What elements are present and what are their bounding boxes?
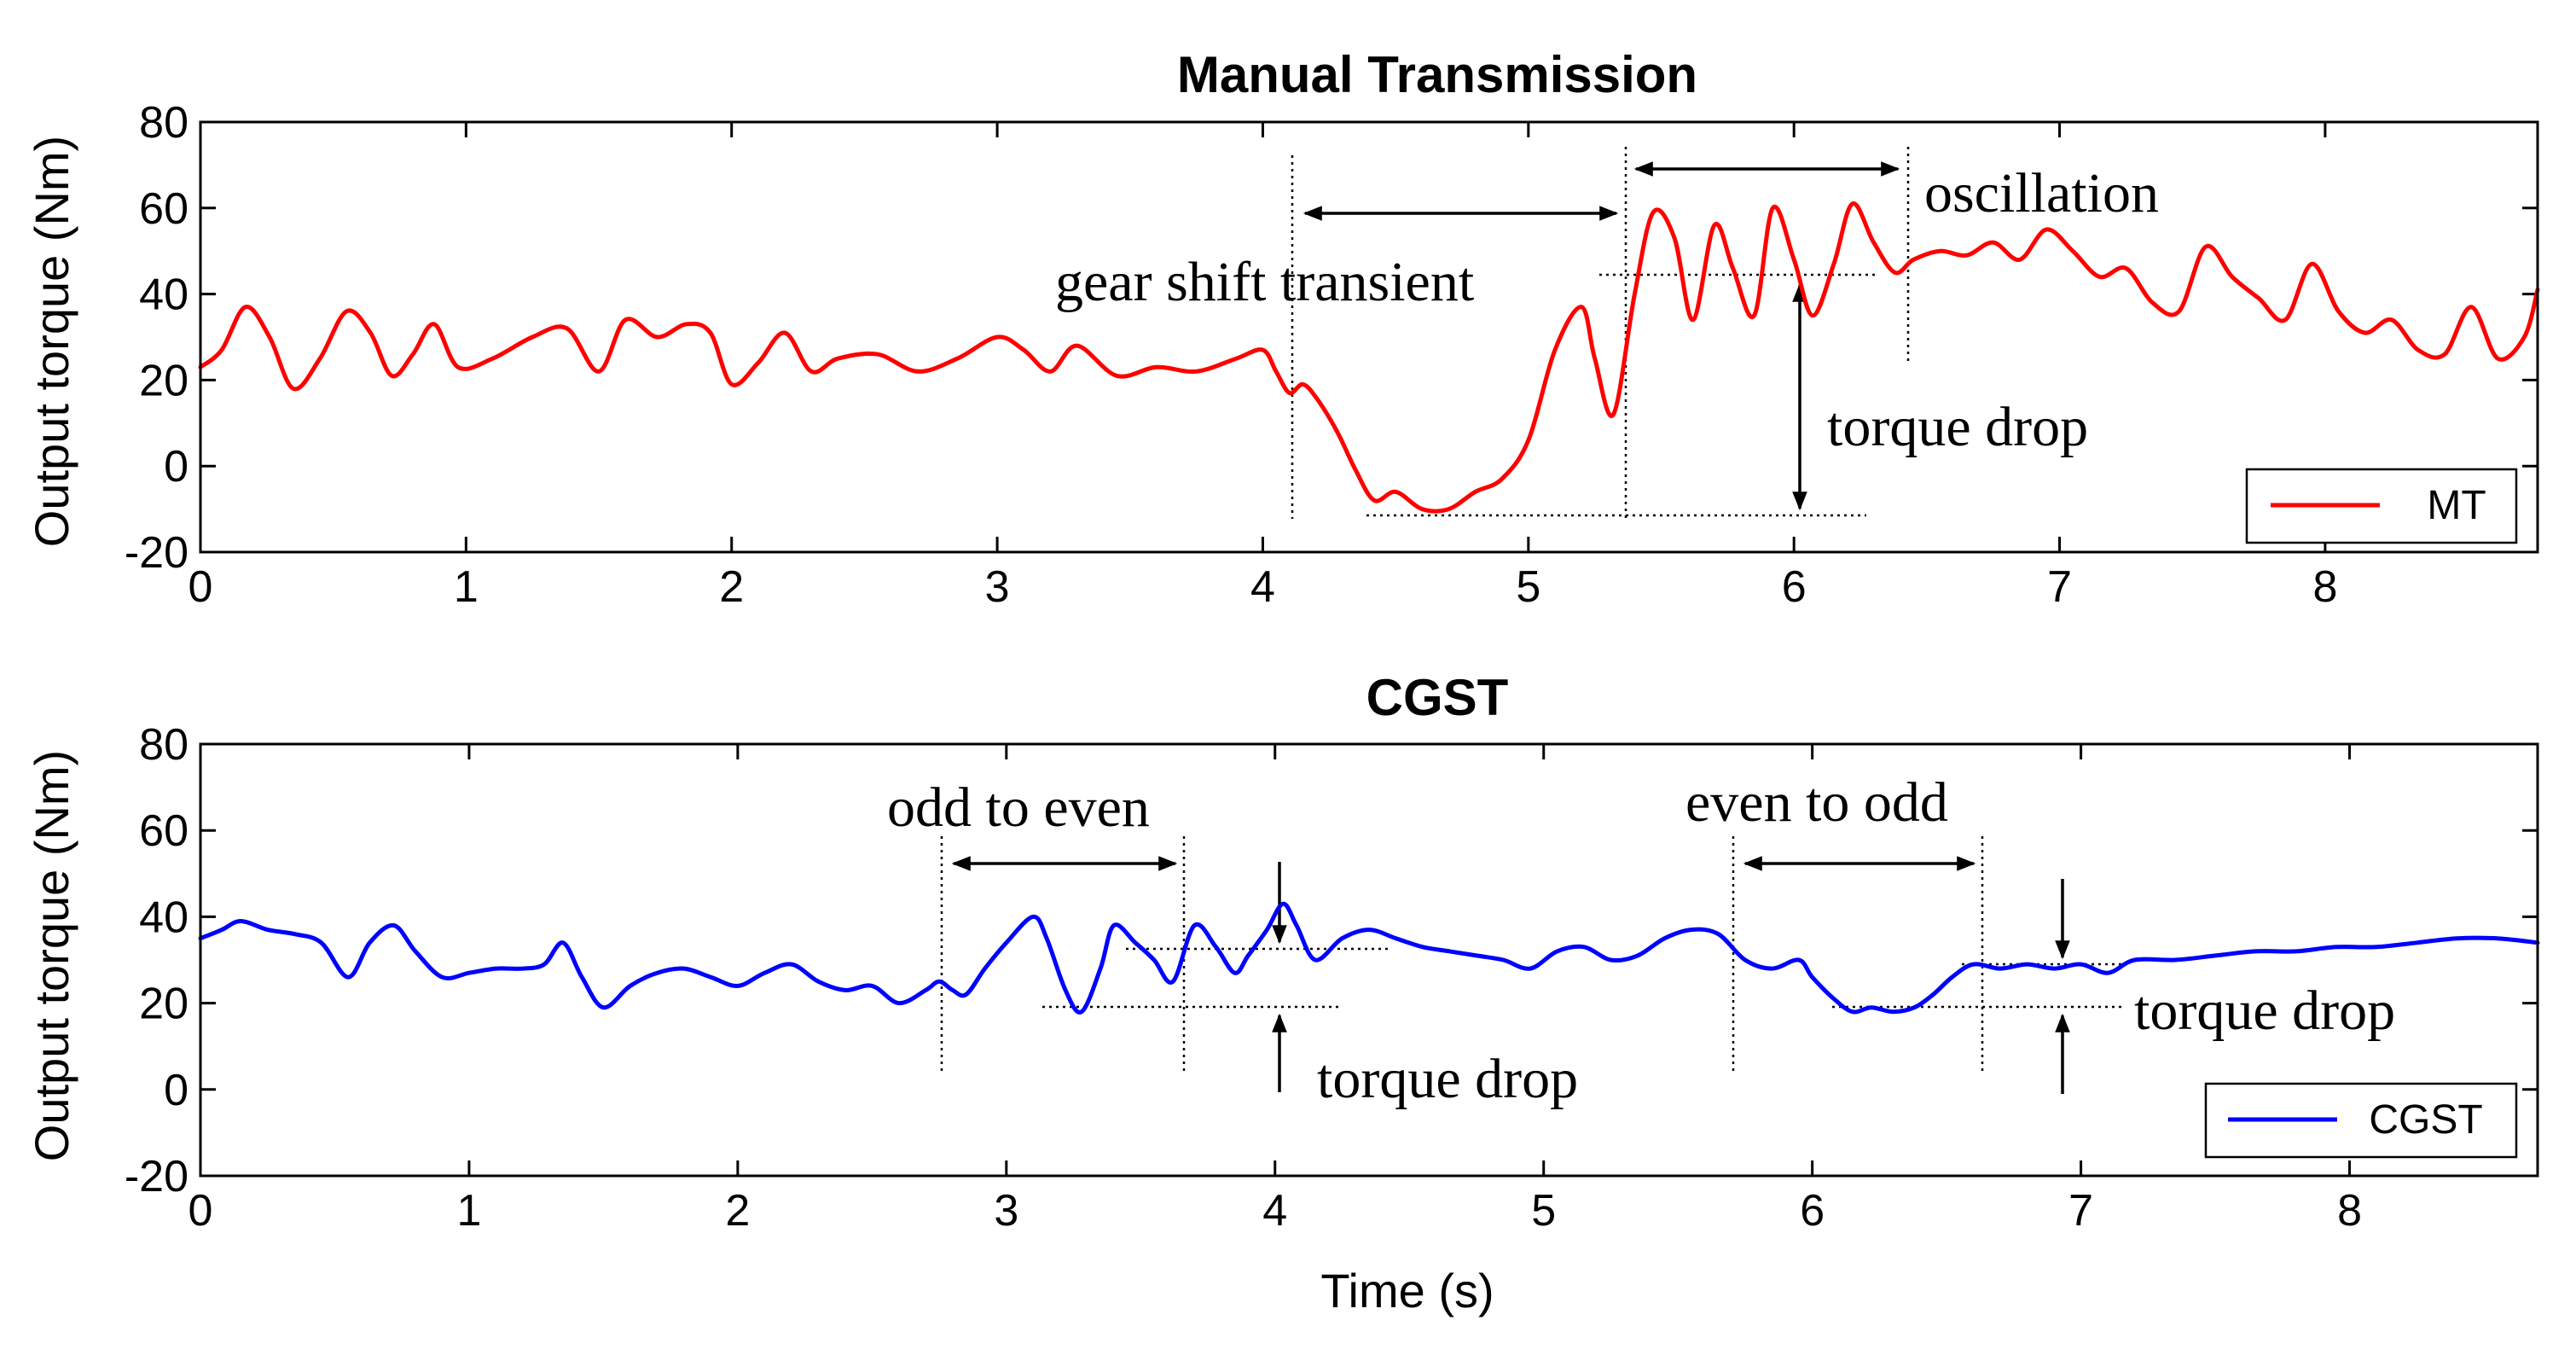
mt-xtick-label: 7 <box>2047 562 2072 612</box>
cgst-series-line-cgst <box>198 901 2540 1015</box>
mt-annotation-transient: gear shift transient <box>1055 251 1474 313</box>
cgst-ytick-label: 40 <box>139 893 189 942</box>
cgst-legend-label: CGST <box>2369 1097 2482 1143</box>
cgst-y-axis-label: Output torque (Nm) <box>25 750 78 1161</box>
cgst-axis-ticks <box>199 742 2538 1178</box>
cgst-xtick-label: 6 <box>1800 1186 1825 1236</box>
mt-x-tick-labels: 0 1 2 3 4 5 6 7 8 <box>189 562 2338 612</box>
cgst-plot-frame <box>199 742 2539 1178</box>
mt-y-tick-labels: -20 0 20 40 60 80 <box>125 98 189 578</box>
cgst-annotation-torque-drop-2: torque drop <box>2134 980 2395 1042</box>
mt-ytick-label: 40 <box>139 270 189 320</box>
mt-plot-frame <box>199 120 2539 554</box>
cgst-ytick-label: 0 <box>164 1066 189 1115</box>
mt-series-line-mt <box>198 201 2540 514</box>
cgst-annotation-even-odd: even to odd <box>1685 771 1948 834</box>
cgst-legend: CGST <box>2204 1082 2518 1159</box>
mt-y-axis-label: Output torque (Nm) <box>25 136 78 547</box>
cgst-panel: CGST Output torque (Nm) Time (s) -200204… <box>25 669 2540 1317</box>
mt-xtick-label: 6 <box>1782 562 1807 612</box>
cgst-chart-title: CGST <box>1366 669 1509 726</box>
mt-xtick-label: 0 <box>189 562 213 612</box>
cgst-series-group <box>198 901 2540 1015</box>
mt-panel: Manual Transmission Output torque (Nm) -… <box>25 46 2540 612</box>
cgst-y-tick-labels: -20 0 20 40 60 80 <box>125 720 189 1201</box>
cgst-ytick-label: 80 <box>139 720 189 770</box>
cgst-xtick-label: 3 <box>994 1186 1018 1236</box>
cgst-xtick-label: 5 <box>1531 1186 1556 1236</box>
mt-ytick-label: 20 <box>139 356 189 405</box>
cgst-xtick-label: 0 <box>189 1186 213 1236</box>
mt-xtick-label: 4 <box>1250 562 1275 612</box>
cgst-annotation-torque-drop-1: torque drop <box>1317 1048 1578 1110</box>
cgst-xtick-label: 1 <box>456 1186 481 1236</box>
cgst-xtick-label: 4 <box>1262 1186 1287 1236</box>
mt-xtick-label: 3 <box>985 562 1010 612</box>
cgst-ytick-label: 60 <box>139 806 189 856</box>
cgst-xtick-label: 8 <box>2337 1186 2362 1236</box>
mt-xtick-label: 2 <box>719 562 744 612</box>
mt-ytick-label: 0 <box>164 442 189 491</box>
mt-annotation-oscillation: oscillation <box>1924 162 2159 224</box>
mt-xtick-label: 1 <box>454 562 479 612</box>
cgst-xtick-label: 7 <box>2068 1186 2093 1236</box>
cgst-xtick-label: 2 <box>725 1186 750 1236</box>
mt-ytick-label: 60 <box>139 184 189 234</box>
mt-series-group <box>198 201 2540 514</box>
cgst-ytick-label: -20 <box>125 1152 189 1201</box>
mt-chart-title: Manual Transmission <box>1177 46 1697 103</box>
mt-xtick-label: 5 <box>1516 562 1540 612</box>
mt-legend-label: MT <box>2427 483 2486 528</box>
mt-ytick-label: -20 <box>125 528 189 578</box>
mt-annotation-torque-drop: torque drop <box>1827 396 2088 458</box>
cgst-ytick-label: 20 <box>139 980 189 1029</box>
mt-ytick-label: 80 <box>139 98 189 148</box>
cgst-x-axis-label: Time (s) <box>1320 1264 1494 1317</box>
mt-axis-ticks <box>199 120 2538 554</box>
mt-xtick-label: 8 <box>2312 562 2337 612</box>
cgst-x-tick-labels: 0 1 2 3 4 5 6 7 8 <box>189 1186 2362 1236</box>
cgst-annotation-odd-even: odd to even <box>887 776 1150 839</box>
mt-legend: MT <box>2245 468 2518 544</box>
